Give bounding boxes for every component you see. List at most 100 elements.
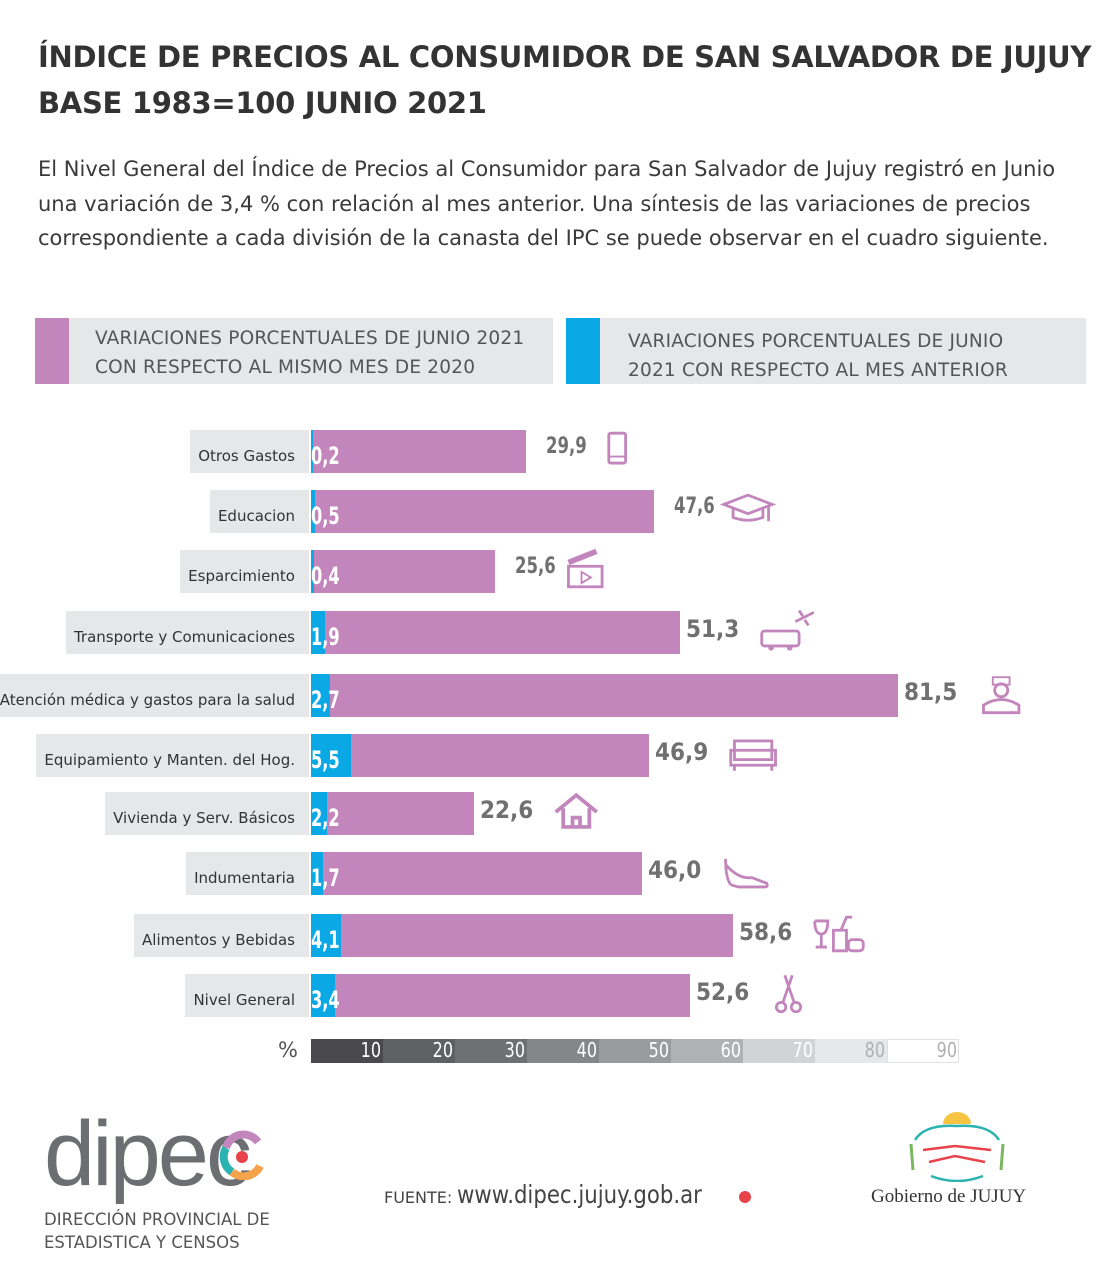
- category-label: Atención médica y gastos para la salud: [0, 674, 309, 717]
- category-label: Indumentaria: [186, 852, 309, 895]
- bar-annual: [311, 611, 681, 654]
- source: FUENTE: www.dipec.jujuy.gob.ar: [384, 1180, 751, 1209]
- bar-monthly: [311, 974, 336, 1017]
- bar-monthly: [311, 792, 327, 835]
- gobierno-jujuy-emblem-icon: [909, 1112, 1005, 1182]
- title-line-2: BASE 1983=100 JUNIO 2021: [38, 86, 487, 120]
- annual-value-label: 25,6: [515, 554, 557, 579]
- axis-segment: [599, 1039, 671, 1063]
- x-tick-label: 30: [504, 1038, 525, 1062]
- page-title: ÍNDICE DE PRECIOS AL CONSUMIDOR DE SAN S…: [38, 34, 1098, 126]
- bar-monthly: [311, 914, 341, 957]
- category-label: Esparcimiento: [180, 550, 309, 593]
- axis-segment: [383, 1039, 455, 1063]
- source-url[interactable]: www.dipec.jujuy.gob.ar: [457, 1180, 703, 1209]
- gobierno-jujuy-text: Gobierno de JUJUY: [871, 1186, 1027, 1207]
- house-icon: [554, 792, 598, 829]
- x-tick-label: 40: [576, 1038, 597, 1062]
- monthly-value-label: 0,4: [311, 562, 340, 590]
- bar-monthly: [311, 490, 315, 533]
- x-tick-label: 10: [360, 1038, 381, 1062]
- axis-segment: [311, 1039, 383, 1063]
- clapperboard-icon: [567, 548, 604, 589]
- legend-swatch-annual: [35, 318, 69, 384]
- title-line-1: ÍNDICE DE PRECIOS AL CONSUMIDOR DE SAN S…: [38, 40, 1092, 74]
- legend-annual: VARIACIONES PORCENTUALES DE JUNIO 2021 C…: [35, 318, 553, 384]
- bar-annual: [311, 792, 474, 835]
- axis-segment: [671, 1039, 743, 1063]
- x-tick-label: 90: [936, 1038, 957, 1062]
- axis-segment: [887, 1039, 959, 1063]
- source-label: FUENTE:: [384, 1188, 453, 1207]
- category-label: Equipamiento y Manten. del Hog.: [36, 734, 309, 777]
- annual-value-label: 22,6: [479, 796, 534, 824]
- bar-annual: [311, 734, 649, 777]
- x-tick-label: 20: [432, 1038, 453, 1062]
- bar-monthly: [311, 430, 313, 473]
- scissors-icon: [774, 974, 802, 1014]
- dipec-logo-text: dipec: [44, 1103, 252, 1205]
- legend-label-annual: VARIACIONES PORCENTUALES DE JUNIO 2021 C…: [95, 328, 525, 378]
- dipec-org-name: DIRECCIÓN PROVINCIAL DE ESTADISTICA Y CE…: [44, 1208, 270, 1254]
- monthly-value-label: 2,7: [311, 686, 340, 714]
- annual-value-label: 46,0: [648, 856, 702, 884]
- org-line-1: DIRECCIÓN PROVINCIAL DE: [44, 1210, 270, 1229]
- x-tick-label: 80: [864, 1038, 885, 1062]
- red-dot-icon: [738, 1191, 751, 1203]
- annual-value-label: 51,3: [686, 615, 740, 643]
- legend-swatch-monthly: [566, 318, 600, 384]
- bar-monthly: [311, 674, 331, 717]
- monthly-value-label: 3,4: [311, 986, 340, 1014]
- monthly-value-label: 1,7: [311, 864, 340, 892]
- org-line-2: ESTADISTICA Y CENSOS: [44, 1233, 240, 1252]
- bar-annual: [311, 550, 496, 593]
- bar-annual: [311, 674, 898, 717]
- category-label: Educacion: [209, 490, 309, 533]
- monthly-value-label: 0,5: [311, 502, 340, 530]
- graduation-cap-icon: [719, 493, 776, 522]
- bar-annual: [311, 430, 527, 473]
- legend-label-monthly: VARIACIONES PORCENTUALES DE JUNIO 2021 C…: [628, 331, 1008, 381]
- axis-segment: [455, 1039, 527, 1063]
- x-axis-unit: %: [278, 1038, 298, 1062]
- doctor-icon: [981, 676, 1021, 715]
- axis-segment: [743, 1039, 815, 1063]
- legend-monthly: VARIACIONES PORCENTUALES DE JUNIO 2021 C…: [566, 318, 1086, 384]
- category-label: Transporte y Comunicaciones: [65, 611, 309, 654]
- intro-text: El Nivel General del Índice de Precios a…: [38, 157, 1056, 250]
- axis-segment: [527, 1039, 599, 1063]
- dipec-logo: dipec: [44, 1102, 252, 1207]
- bar-annual: [311, 974, 690, 1017]
- category-label: Otros Gastos: [190, 430, 309, 473]
- annual-value-label: 47,6: [673, 494, 715, 519]
- category-label: Nivel General: [185, 974, 309, 1017]
- axis-segment: [815, 1039, 887, 1063]
- annual-value-label: 81,5: [903, 678, 958, 706]
- high-heel-icon: [724, 858, 769, 889]
- food-drink-icon: [813, 915, 865, 953]
- bar-monthly: [311, 550, 314, 593]
- sofa-icon: [729, 739, 777, 771]
- monthly-value-label: 1,9: [311, 623, 340, 651]
- category-label: Alimentos y Bebidas: [134, 914, 309, 957]
- bus-plane-icon: [760, 609, 815, 651]
- category-label: Vivienda y Serv. Básicos: [105, 792, 309, 835]
- bar-annual: [311, 852, 643, 895]
- dipec-logo-mark-icon: [219, 1130, 264, 1180]
- annual-value-label: 58,6: [738, 918, 793, 946]
- annual-value-label: 29,9: [546, 434, 587, 459]
- bar-annual: [311, 914, 733, 957]
- x-tick-label: 50: [648, 1038, 669, 1062]
- mobile-phone-icon: [607, 431, 628, 465]
- monthly-value-label: 0,2: [311, 442, 340, 470]
- x-tick-label: 70: [792, 1038, 813, 1062]
- annual-value-label: 46,9: [654, 738, 708, 766]
- bar-monthly: [311, 734, 351, 777]
- monthly-value-label: 2,2: [311, 804, 340, 832]
- monthly-value-label: 5,5: [311, 746, 340, 774]
- bar-monthly: [311, 611, 325, 654]
- monthly-value-label: 4,1: [311, 926, 340, 954]
- annual-value-label: 52,6: [695, 978, 750, 1006]
- bar-annual: [311, 490, 654, 533]
